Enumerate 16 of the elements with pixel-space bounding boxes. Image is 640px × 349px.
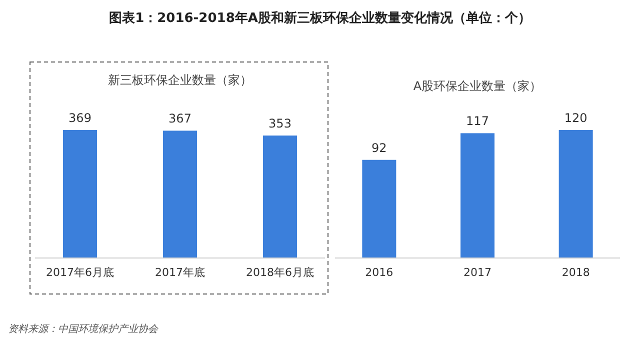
chart-subtitle: A股环保企业数量（家） xyxy=(413,79,542,93)
data-label: 117 xyxy=(466,114,489,128)
data-label: 92 xyxy=(372,140,387,155)
x-tick-label: 2018 xyxy=(562,266,590,279)
x-tick-label: 2016 xyxy=(365,266,394,279)
data-label: 120 xyxy=(564,111,588,125)
data-label: 369 xyxy=(68,111,92,125)
data-label: 367 xyxy=(168,112,192,126)
x-tick-label: 2018年6月底 xyxy=(246,266,314,279)
chart-subtitle: 新三板环保企业数量（家） xyxy=(108,73,252,87)
x-tick-label: 2017年6月底 xyxy=(46,266,114,279)
data-label: 353 xyxy=(268,116,292,131)
text: 资料来源：中国环境保护产业协会 xyxy=(8,323,159,335)
x-tick-label: 2017年底 xyxy=(155,266,205,279)
chart-title: 图表1：2016-2018年A股和新三板环保企业数量变化情况（单位：个） xyxy=(109,10,531,26)
x-tick-label: 2017 xyxy=(464,266,492,279)
